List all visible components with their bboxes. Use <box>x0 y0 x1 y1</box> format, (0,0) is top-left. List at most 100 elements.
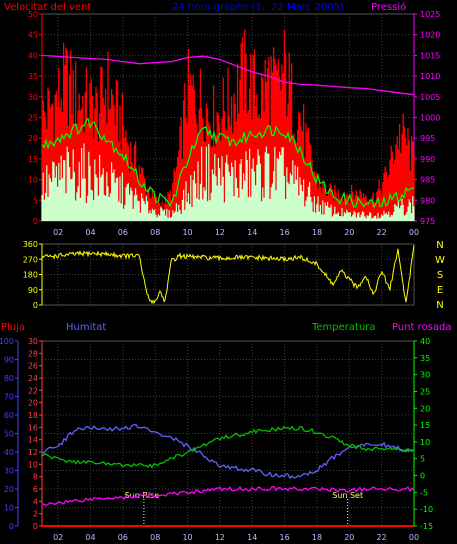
rain-tick-label: 14 <box>28 436 38 445</box>
x-tick-label: 08 <box>150 533 160 542</box>
humidity-temperature-panel: 0102030405060708090100024681012141618202… <box>0 337 433 542</box>
temperature-tick-label: -5 <box>420 488 428 497</box>
temperature-tick-label: 30 <box>420 371 430 380</box>
humidity-tick-label: 50 <box>4 430 14 439</box>
average-series <box>41 117 415 209</box>
temperature-tick-label: 25 <box>420 387 430 396</box>
wind-speed-tick-label: 30 <box>28 93 38 102</box>
rain-tick-label: 28 <box>28 349 38 358</box>
compass-label: N <box>436 240 443 251</box>
humidity-tick-label: 30 <box>4 467 14 476</box>
temperature-tick-label: 15 <box>420 421 430 430</box>
x-tick-label: 06 <box>118 228 128 237</box>
pressure-label: Pressió <box>371 1 406 13</box>
humidity-tick-label: 70 <box>4 393 14 402</box>
speed-series <box>41 143 415 221</box>
temperature-tick-label: -10 <box>420 505 433 514</box>
temperature-tick-label: 35 <box>420 354 430 363</box>
humidity-tick-label: 20 <box>4 485 14 494</box>
rain-tick-label: 18 <box>28 411 38 420</box>
pressure-series <box>41 54 415 96</box>
dewpoint-series <box>41 486 415 507</box>
wind-speed-tick-label: 0 <box>33 217 38 226</box>
pressure-tick-label: 980 <box>420 196 435 205</box>
direction-tick-label: 360 <box>23 240 38 249</box>
temperature-tick-label: 20 <box>420 404 430 413</box>
temperature-tick-label: 0 <box>420 472 425 481</box>
chart-title: 24 hora graphs (1.. 22 Març 2005) <box>172 2 344 13</box>
rain-label: Pluja <box>1 322 25 333</box>
rain-tick-label: 12 <box>28 448 38 457</box>
x-tick-label: 16 <box>280 533 290 542</box>
x-tick-label: 14 <box>247 228 257 237</box>
humidity-tick-label: 80 <box>4 374 14 383</box>
rain-tick-label: 4 <box>33 497 38 506</box>
humidity-tick-label: 10 <box>4 504 14 513</box>
gust-series <box>41 29 415 221</box>
temperature-label: Temperatura <box>311 322 376 333</box>
x-tick-label: 04 <box>85 533 95 542</box>
x-tick-label: 18 <box>312 228 322 237</box>
temperature-tick-label: 40 <box>420 337 430 346</box>
pressure-tick-label: 1015 <box>420 51 440 60</box>
rain-tick-label: 6 <box>33 485 38 494</box>
x-tick-label: 10 <box>182 533 192 542</box>
rain-tick-label: 22 <box>28 386 38 395</box>
humidity-tick-label: 40 <box>4 448 14 457</box>
rain-tick-label: 24 <box>28 374 38 383</box>
pressure-tick-label: 1020 <box>420 31 440 40</box>
dewpoint-label: Punt rosada <box>392 322 451 333</box>
pressure-tick-label: 995 <box>420 134 435 143</box>
wind-speed-tick-label: 15 <box>28 155 38 164</box>
x-tick-label: 04 <box>85 228 95 237</box>
compass-label: N <box>436 300 443 311</box>
rain-tick-label: 26 <box>28 362 38 371</box>
x-tick-label: 00 <box>409 533 419 542</box>
compass-label: E <box>437 285 443 296</box>
temperature-tick-label: 10 <box>420 438 430 447</box>
wind-speed-tick-label: 35 <box>28 72 38 81</box>
wind-pressure-panel: 0510152025303540455097598098599099510001… <box>28 10 441 237</box>
rain-tick-label: 0 <box>33 522 38 531</box>
rain-tick-label: 10 <box>28 460 38 469</box>
rain-tick-label: 30 <box>28 337 38 346</box>
wind-direction-panel: 0 90 180 270 360 <box>23 240 415 310</box>
humidity-tick-label: 60 <box>4 411 14 420</box>
x-tick-label: 18 <box>312 533 322 542</box>
rain-tick-label: 2 <box>33 510 38 519</box>
wind-speed-tick-label: 45 <box>28 31 38 40</box>
direction-tick-label: 180 <box>23 271 38 280</box>
humidity-series <box>41 424 415 480</box>
wind-speed-tick-label: 5 <box>33 196 38 205</box>
wind-speed-tick-label: 40 <box>28 51 38 60</box>
pressure-tick-label: 1025 <box>420 10 440 19</box>
temperature-series <box>41 425 415 469</box>
pressure-tick-label: 1000 <box>420 114 440 123</box>
direction-tick-label: 0 <box>33 301 38 310</box>
wind-speed-tick-label: 20 <box>28 134 38 143</box>
sunset-label: Sun Set <box>332 491 363 500</box>
pressure-tick-label: 975 <box>420 217 435 226</box>
wind-speed-tick-label: 50 <box>28 10 38 19</box>
pressure-tick-label: 990 <box>420 155 435 164</box>
x-tick-label: 12 <box>215 533 225 542</box>
x-tick-label: 10 <box>182 228 192 237</box>
temperature-tick-label: 5 <box>420 455 425 464</box>
temperature-tick-label: -15 <box>420 522 433 531</box>
compass-label: S <box>437 270 443 281</box>
x-tick-label: 20 <box>344 228 354 237</box>
x-tick-label: 02 <box>53 228 63 237</box>
humidity-tick-label: 0 <box>9 522 14 531</box>
x-tick-label: 14 <box>247 533 257 542</box>
rain-tick-label: 8 <box>33 473 38 482</box>
humidity-tick-label: 100 <box>0 337 14 346</box>
x-tick-label: 16 <box>280 228 290 237</box>
direction-tick-label: 270 <box>23 255 38 264</box>
x-tick-label: 20 <box>344 533 354 542</box>
x-tick-label: 02 <box>53 533 63 542</box>
rain-tick-label: 16 <box>28 423 38 432</box>
pressure-tick-label: 1005 <box>420 93 440 102</box>
x-tick-label: 22 <box>377 533 387 542</box>
direction-series <box>41 245 415 305</box>
